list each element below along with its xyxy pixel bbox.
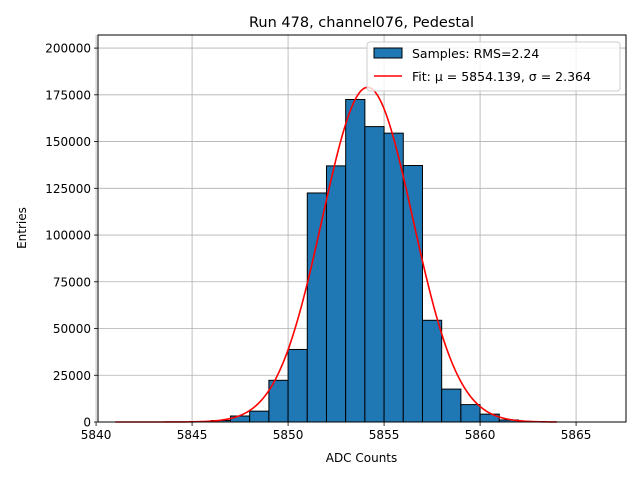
y-tick-label: 0 — [83, 416, 91, 430]
histogram-bar — [325, 165, 347, 423]
y-tick-label: 25000 — [53, 369, 91, 383]
histogram-bar — [441, 388, 462, 423]
y-tick-label: 175000 — [45, 88, 91, 102]
histogram-bar — [229, 415, 251, 423]
plot-frame — [97, 34, 627, 423]
legend-bar-label: Samples: RMS=2.24 — [412, 46, 539, 61]
histogram-bar — [421, 319, 443, 423]
y-tick-label: 75000 — [53, 275, 91, 289]
x-tick-label: 5845 — [177, 428, 208, 442]
x-tick-label: 5850 — [273, 428, 304, 442]
x-tick-label: 5865 — [561, 428, 592, 442]
x-tick-label: 5860 — [465, 428, 496, 442]
x-axis-ticks: 5840 5845 5850 5855 5860 5865 — [81, 422, 592, 442]
histogram-bar — [306, 192, 327, 423]
legend-bar-swatch — [373, 47, 403, 59]
y-tick-label: 200000 — [45, 42, 91, 56]
x-tick-label: 5840 — [81, 428, 112, 442]
y-tick-label: 100000 — [45, 229, 91, 243]
histogram-bar — [402, 164, 423, 423]
y-tick-label: 125000 — [45, 182, 91, 196]
histogram-bars — [210, 99, 519, 423]
x-axis-label: ADC Counts — [326, 451, 398, 465]
y-axis-ticks: 0 25000 50000 75000 100000 125000 150000 175000… — [45, 42, 98, 430]
histogram-bar — [383, 132, 404, 423]
histogram-bar — [287, 348, 308, 423]
chart-title: Run 478, channel076, Pedestal — [249, 15, 474, 31]
y-tick-label: 50000 — [53, 322, 91, 336]
y-axis-label: Entries — [15, 207, 29, 249]
histogram-bar — [364, 126, 385, 423]
histogram-bar — [460, 404, 481, 423]
histogram-bar — [345, 99, 366, 423]
legend-fit-label: Fit: μ = 5854.139, σ = 2.364 — [412, 69, 591, 84]
legend-box — [366, 41, 621, 92]
legend: Samples: RMS=2.24 Fit: μ = 5854.139, σ =… — [366, 41, 621, 92]
x-tick-label: 5855 — [369, 428, 400, 442]
histogram-bar — [249, 410, 270, 423]
y-tick-label: 150000 — [45, 135, 91, 149]
